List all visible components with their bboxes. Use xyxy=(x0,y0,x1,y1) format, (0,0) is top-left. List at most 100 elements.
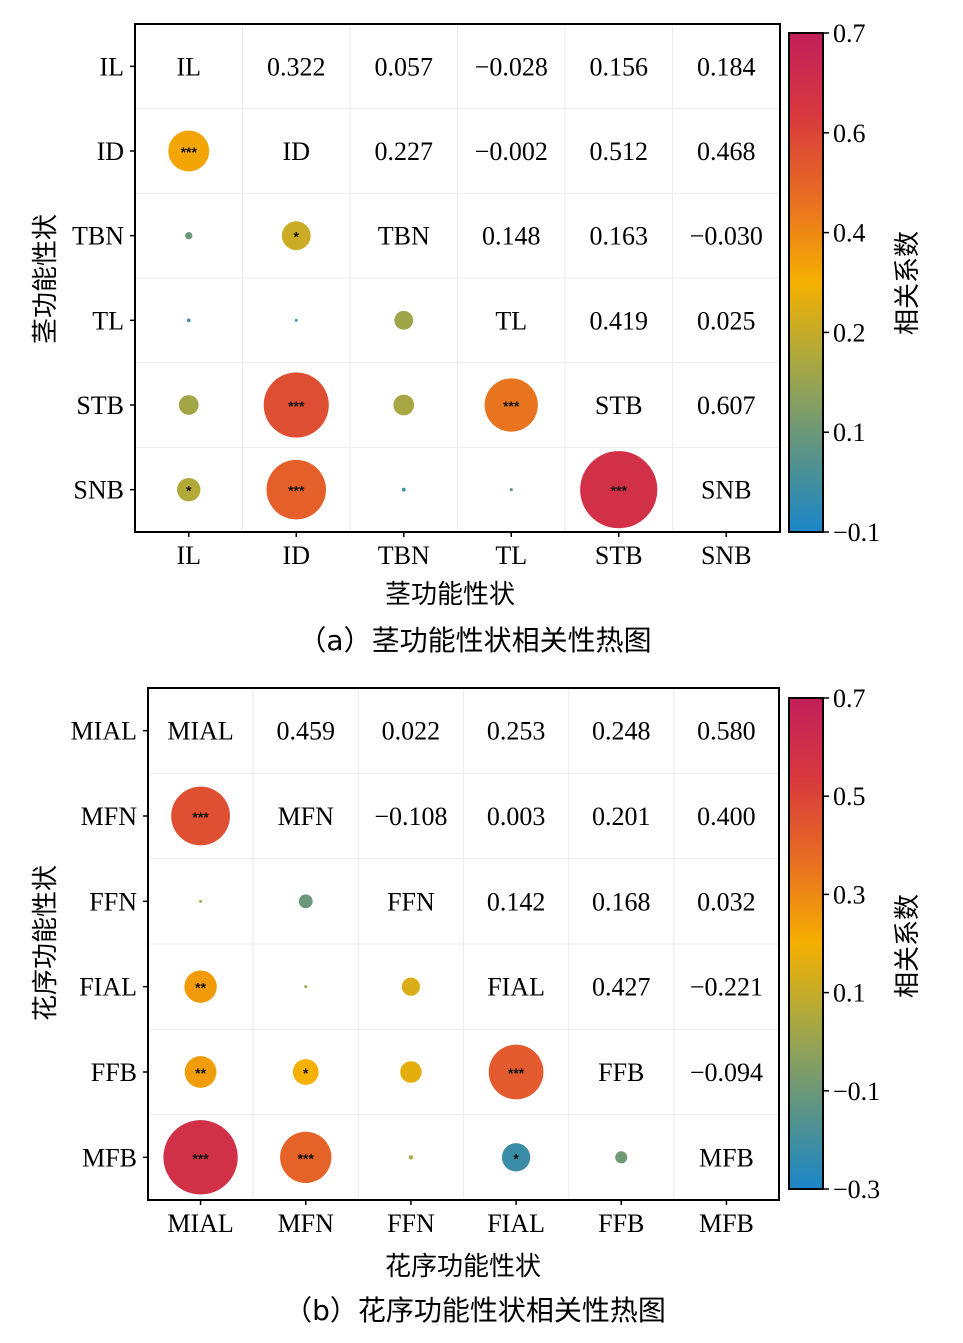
significance-mark: *** xyxy=(503,398,520,414)
colorbar-tick-label: −0.3 xyxy=(833,1175,880,1204)
correlation-bubble xyxy=(186,318,191,323)
diagonal-label: FIAL xyxy=(487,973,545,1002)
correlation-value: −0.094 xyxy=(690,1058,763,1087)
correlation-bubble xyxy=(178,395,199,415)
correlation-bubble xyxy=(163,1120,238,1195)
correlation-value: 0.580 xyxy=(697,717,756,746)
colorbar-tick-label: −0.1 xyxy=(833,518,880,547)
correlation-bubble xyxy=(168,130,210,172)
significance-mark: ** xyxy=(195,1065,206,1081)
correlation-value: 0.419 xyxy=(590,306,649,335)
colorbar-label: 相关系数 xyxy=(893,231,923,335)
x-tick-label: STB xyxy=(595,541,643,570)
significance-mark: ** xyxy=(195,980,206,996)
colorbar-tick-label: −0.1 xyxy=(833,1077,880,1106)
significance-mark: * xyxy=(294,229,300,245)
plot-frame xyxy=(147,687,780,1201)
y-tick-label: FFB xyxy=(91,1058,137,1087)
diagonal-label: MIAL xyxy=(167,717,233,746)
x-tick-label: MFB xyxy=(699,1209,754,1238)
correlation-value: 0.322 xyxy=(267,52,326,81)
y-tick-label: ID xyxy=(97,137,124,166)
correlation-value: 0.512 xyxy=(590,137,649,166)
x-tick-label: ID xyxy=(283,541,310,570)
significance-mark: *** xyxy=(288,398,305,414)
significance-mark: *** xyxy=(288,483,305,499)
significance-mark: *** xyxy=(192,1150,209,1166)
y-tick-label: MFB xyxy=(82,1143,137,1172)
x-tick-label: TBN xyxy=(378,541,430,570)
correlation-value: 0.025 xyxy=(697,306,756,335)
correlation-value: 0.032 xyxy=(697,887,756,916)
diagonal-label: FFN xyxy=(387,887,435,916)
correlation-value: 0.057 xyxy=(375,52,434,81)
y-tick-label: TL xyxy=(92,306,124,335)
x-axis-label: 花序功能性状 xyxy=(385,1252,541,1282)
correlation-value: 0.163 xyxy=(590,222,649,251)
diagonal-label: SNB xyxy=(701,476,752,505)
significance-mark: * xyxy=(513,1150,519,1166)
correlation-bubble xyxy=(199,899,203,903)
correlation-bubble xyxy=(298,894,313,909)
y-tick-label: FFN xyxy=(89,887,137,916)
correlation-bubble xyxy=(488,1044,544,1100)
correlation-value: 0.459 xyxy=(277,717,336,746)
diagonal-label: TL xyxy=(495,306,527,335)
correlation-bubble xyxy=(484,378,538,432)
correlation-value: 0.003 xyxy=(487,802,546,831)
colorbar-tick-label: 0.1 xyxy=(833,979,866,1008)
correlation-bubble xyxy=(184,970,217,1003)
diagonal-label: TBN xyxy=(378,222,430,251)
correlation-bubble xyxy=(184,1056,217,1088)
diagonal-label: IL xyxy=(176,52,201,81)
correlation-bubble xyxy=(280,1131,332,1183)
correlation-bubble xyxy=(294,318,298,322)
correlation-bubble xyxy=(401,487,406,492)
colorbar-tick-label: 0.4 xyxy=(833,219,866,248)
colorbar-tick-label: 0.7 xyxy=(833,684,866,713)
correlation-bubble xyxy=(292,1059,319,1085)
y-tick-label: TBN xyxy=(72,222,124,251)
correlation-bubble xyxy=(394,310,414,330)
y-tick-label: MFN xyxy=(81,802,138,831)
correlation-bubble xyxy=(400,1061,422,1083)
correlation-value: 0.227 xyxy=(375,137,434,166)
correlation-bubble xyxy=(281,221,311,251)
heatmap-panel-a: 0.322 0.057 −0.028 0.156 0.184 0.227 −0.002 0.5… xyxy=(31,19,923,657)
correlation-value: −0.221 xyxy=(690,973,763,1002)
x-tick-label: IL xyxy=(176,541,201,570)
y-tick-label: MIAL xyxy=(71,717,137,746)
correlation-bubble xyxy=(408,1155,413,1160)
correlation-value: −0.108 xyxy=(374,802,447,831)
correlation-bubble xyxy=(177,477,201,502)
correlation-value: 0.400 xyxy=(697,802,756,831)
correlation-value: 0.248 xyxy=(592,717,651,746)
x-tick-label: FIAL xyxy=(487,1209,545,1238)
correlation-value: −0.002 xyxy=(475,137,548,166)
y-tick-label: IL xyxy=(99,52,124,81)
correlation-value: 0.148 xyxy=(482,222,541,251)
correlation-value: 0.142 xyxy=(487,887,546,916)
plot-frame xyxy=(134,23,781,533)
significance-mark: * xyxy=(303,1065,309,1081)
correlation-value: 0.427 xyxy=(592,973,651,1002)
significance-mark: *** xyxy=(298,1150,315,1166)
x-tick-label: FFB xyxy=(598,1209,644,1238)
correlation-value: 0.607 xyxy=(697,391,756,420)
correlation-bubble xyxy=(304,985,308,989)
diagonal-label: STB xyxy=(595,391,643,420)
correlation-bubble xyxy=(266,459,327,520)
colorbar-gradient xyxy=(788,32,824,533)
colorbar-tick-label: 0.3 xyxy=(833,880,866,909)
correlation-value: 0.156 xyxy=(590,52,649,81)
diagonal-label: MFN xyxy=(278,802,335,831)
correlation-value: 0.201 xyxy=(592,802,651,831)
colorbar-tick-label: 0.1 xyxy=(833,418,866,447)
correlation-value: 0.253 xyxy=(487,717,546,746)
correlation-value: 0.468 xyxy=(697,137,756,166)
y-tick-label: SNB xyxy=(73,476,124,505)
diagonal-label: MFB xyxy=(699,1143,754,1172)
correlation-value: −0.030 xyxy=(690,222,763,251)
significance-mark: *** xyxy=(508,1065,525,1081)
